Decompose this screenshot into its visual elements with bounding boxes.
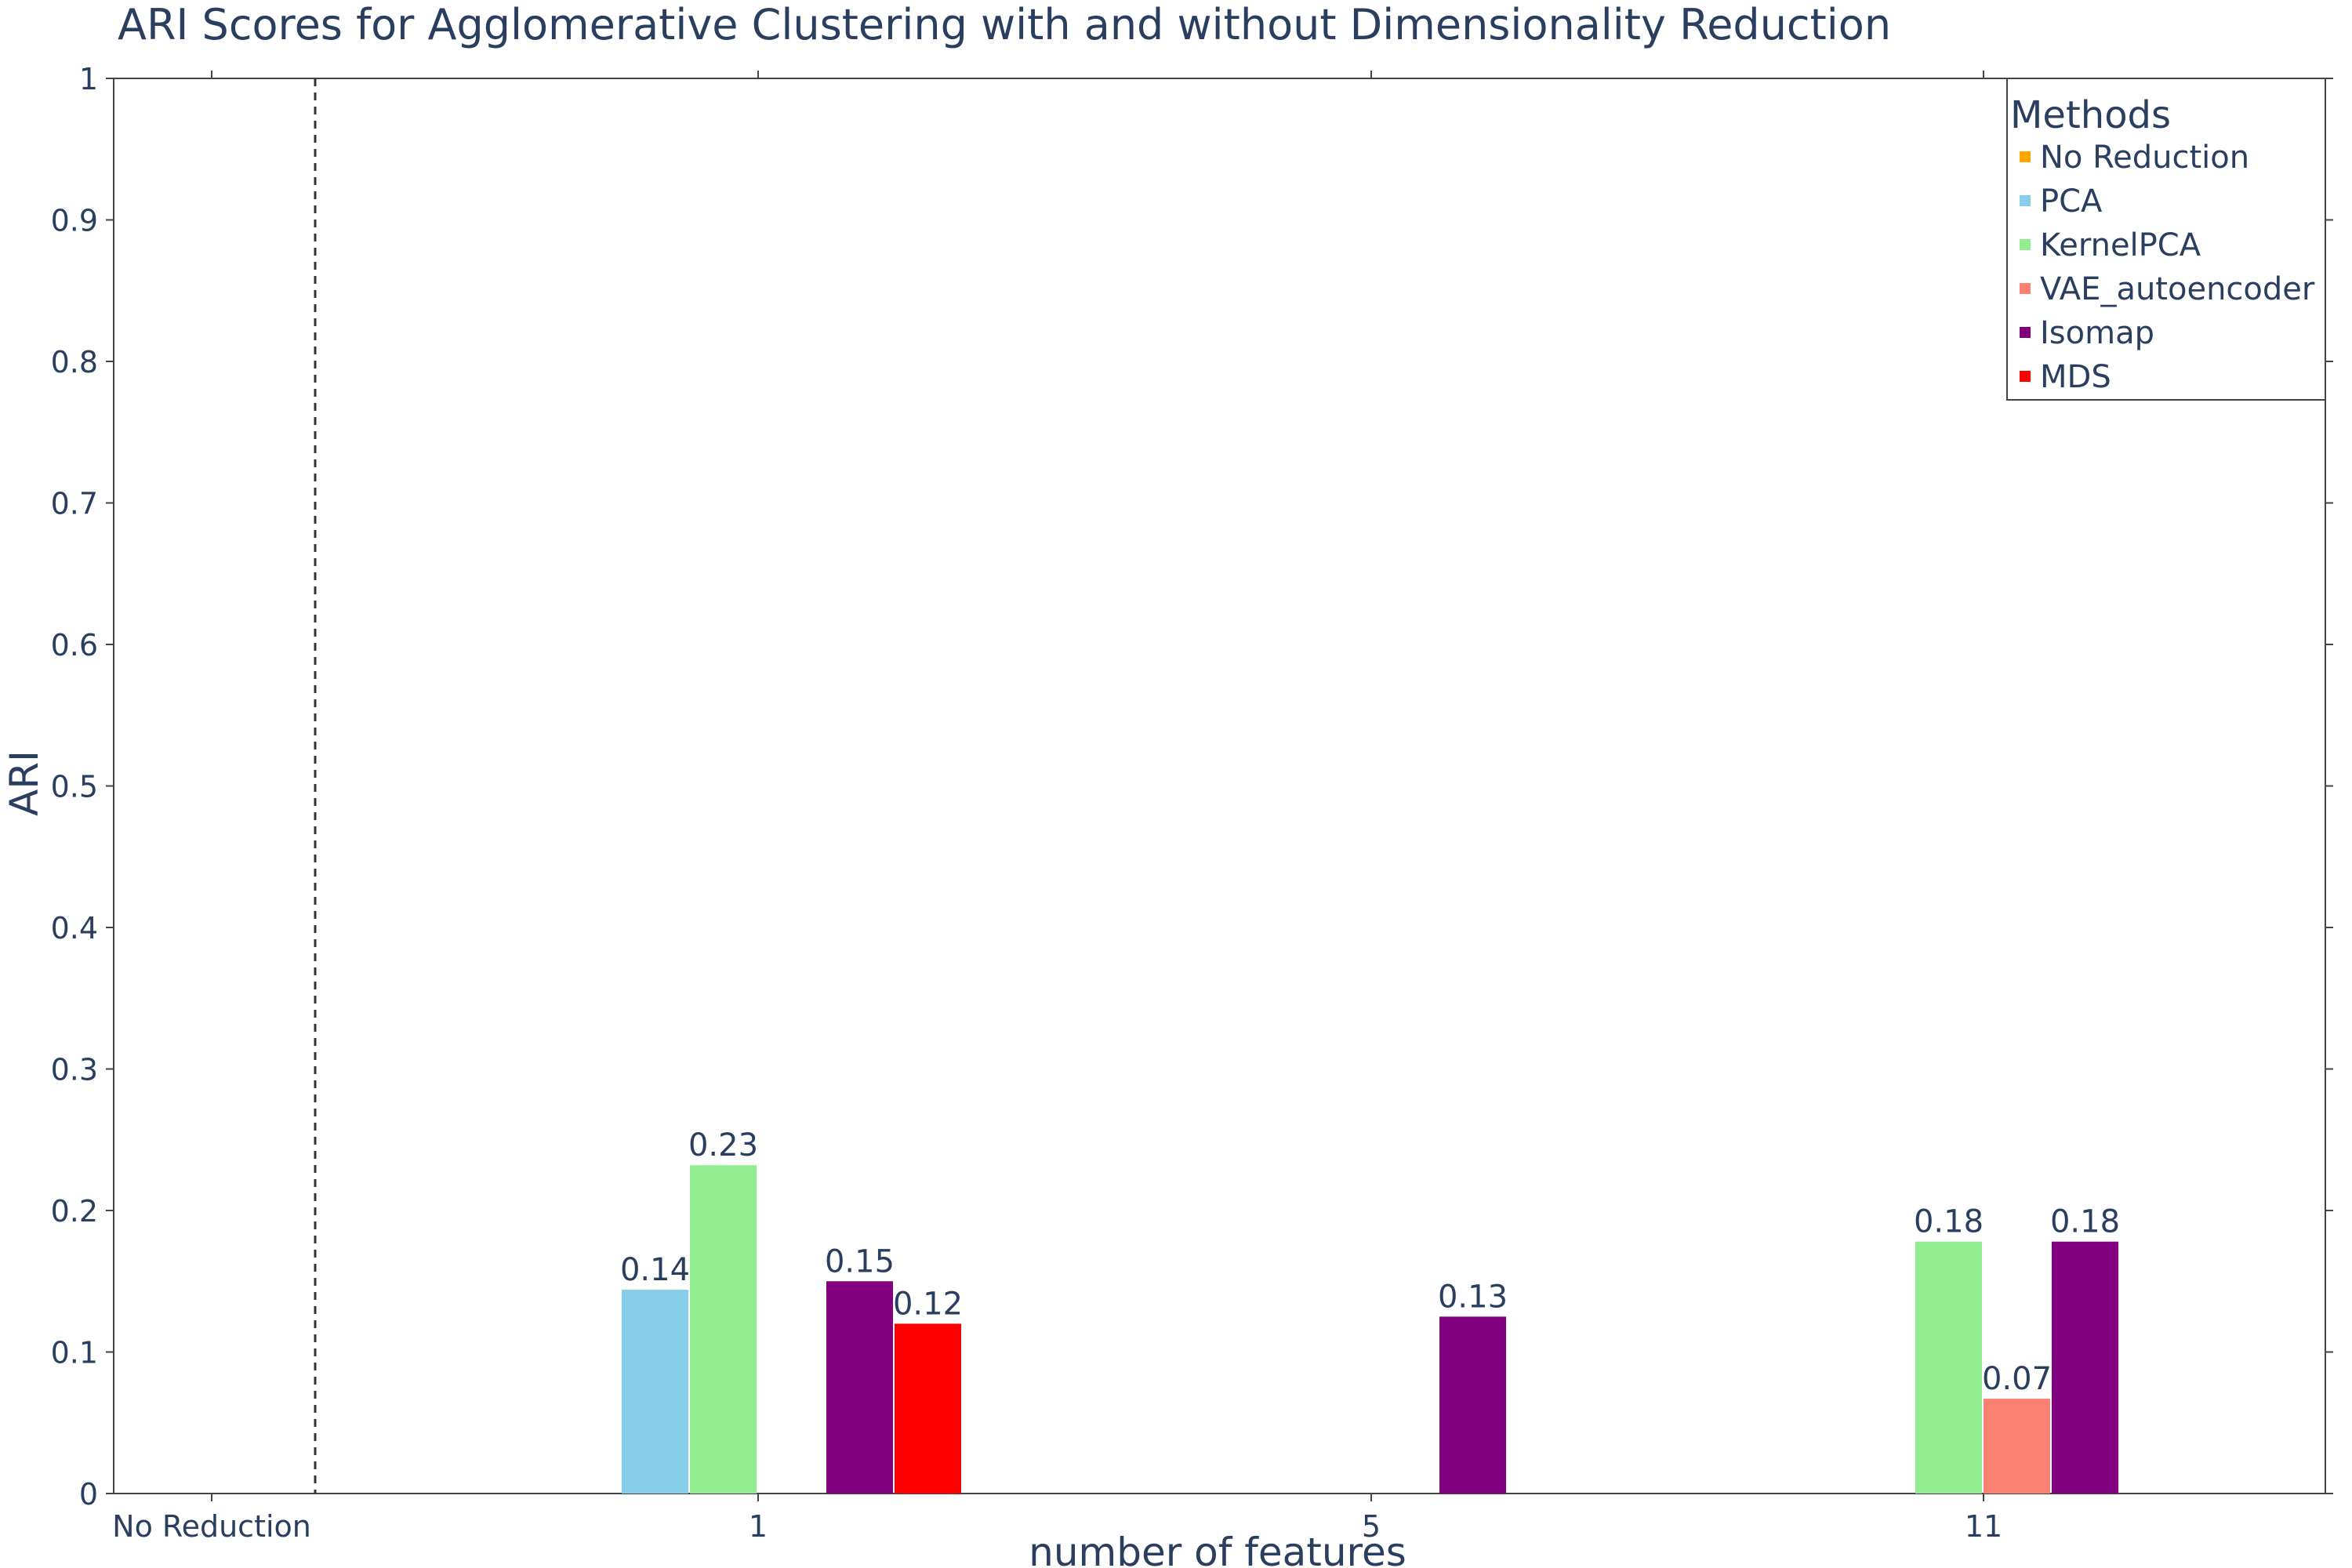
bar-value-label: 0.23 bbox=[688, 1127, 758, 1163]
x-axis: No Reduction 1 5 11 bbox=[112, 71, 2002, 1544]
legend-swatch bbox=[2020, 371, 2031, 382]
y-axis-label: ARI bbox=[2, 750, 47, 816]
x-tick-label: 1 bbox=[749, 1509, 768, 1544]
x-tick-label: 11 bbox=[1965, 1509, 2002, 1544]
bar bbox=[1439, 1316, 1506, 1494]
y-tick-label: 0.7 bbox=[51, 487, 98, 521]
x-axis-label: number of features bbox=[1029, 1530, 1406, 1568]
legend-item-label: PCA bbox=[2040, 183, 2103, 220]
legend-swatch bbox=[2020, 327, 2031, 338]
x-tick-label: 5 bbox=[1362, 1509, 1381, 1544]
y-tick-label: 0.8 bbox=[51, 345, 98, 379]
legend-item-label: VAE_autoencoder bbox=[2040, 271, 2315, 307]
bar bbox=[690, 1165, 757, 1494]
legend-title: Methods bbox=[2010, 93, 2171, 137]
bar bbox=[2052, 1241, 2118, 1494]
y-tick-label: 0.6 bbox=[51, 628, 98, 662]
y-tick-label: 0 bbox=[79, 1477, 98, 1512]
y-tick-label: 0.4 bbox=[51, 911, 98, 946]
y-tick-label: 0.2 bbox=[51, 1194, 98, 1229]
bar bbox=[1915, 1241, 1982, 1494]
bars bbox=[622, 1165, 2118, 1494]
legend-swatch bbox=[2020, 283, 2031, 294]
bar bbox=[1984, 1399, 2050, 1494]
y-tick-label: 0.9 bbox=[51, 204, 98, 238]
plot-frame bbox=[113, 78, 2326, 1494]
bar-value-label: 0.18 bbox=[2050, 1204, 2120, 1240]
y-axis: 0 0.1 0.2 0.3 0.4 0.5 0.6 0.7 0.8 0.9 1 bbox=[51, 62, 2333, 1512]
legend-box bbox=[2006, 78, 2326, 401]
legend-swatch bbox=[2020, 195, 2031, 206]
y-tick-label: 0.1 bbox=[51, 1336, 98, 1370]
bar-value-label: 0.14 bbox=[620, 1252, 690, 1288]
y-tick-label: 0.5 bbox=[51, 770, 98, 804]
bar bbox=[826, 1281, 893, 1494]
bar-value-label: 0.13 bbox=[1438, 1279, 1508, 1315]
bar bbox=[622, 1290, 688, 1494]
chart-title: ARI Scores for Agglomerative Clustering … bbox=[118, 0, 1892, 49]
legend-item-label: KernelPCA bbox=[2040, 227, 2201, 263]
legend-item-label: Isomap bbox=[2040, 315, 2154, 351]
bar-value-label: 0.15 bbox=[825, 1243, 895, 1279]
plot-border bbox=[113, 78, 2326, 1494]
bar-labels: 0.14 0.23 0.18 0.07 0.15 0.13 0.18 0.12 bbox=[620, 1127, 2120, 1397]
bar-value-label: 0.07 bbox=[1982, 1361, 2052, 1397]
legend-item-label: No Reduction bbox=[2040, 140, 2249, 176]
x-tick-label: No Reduction bbox=[112, 1509, 311, 1544]
y-tick-label: 0.3 bbox=[51, 1053, 98, 1087]
bar bbox=[895, 1323, 961, 1494]
bar-value-label: 0.18 bbox=[1914, 1204, 1984, 1240]
bar-value-label: 0.12 bbox=[893, 1286, 963, 1322]
legend-item-label: MDS bbox=[2040, 359, 2111, 395]
legend-swatch bbox=[2020, 151, 2031, 162]
legend-swatch bbox=[2020, 239, 2031, 250]
y-tick-label: 1 bbox=[79, 62, 98, 96]
